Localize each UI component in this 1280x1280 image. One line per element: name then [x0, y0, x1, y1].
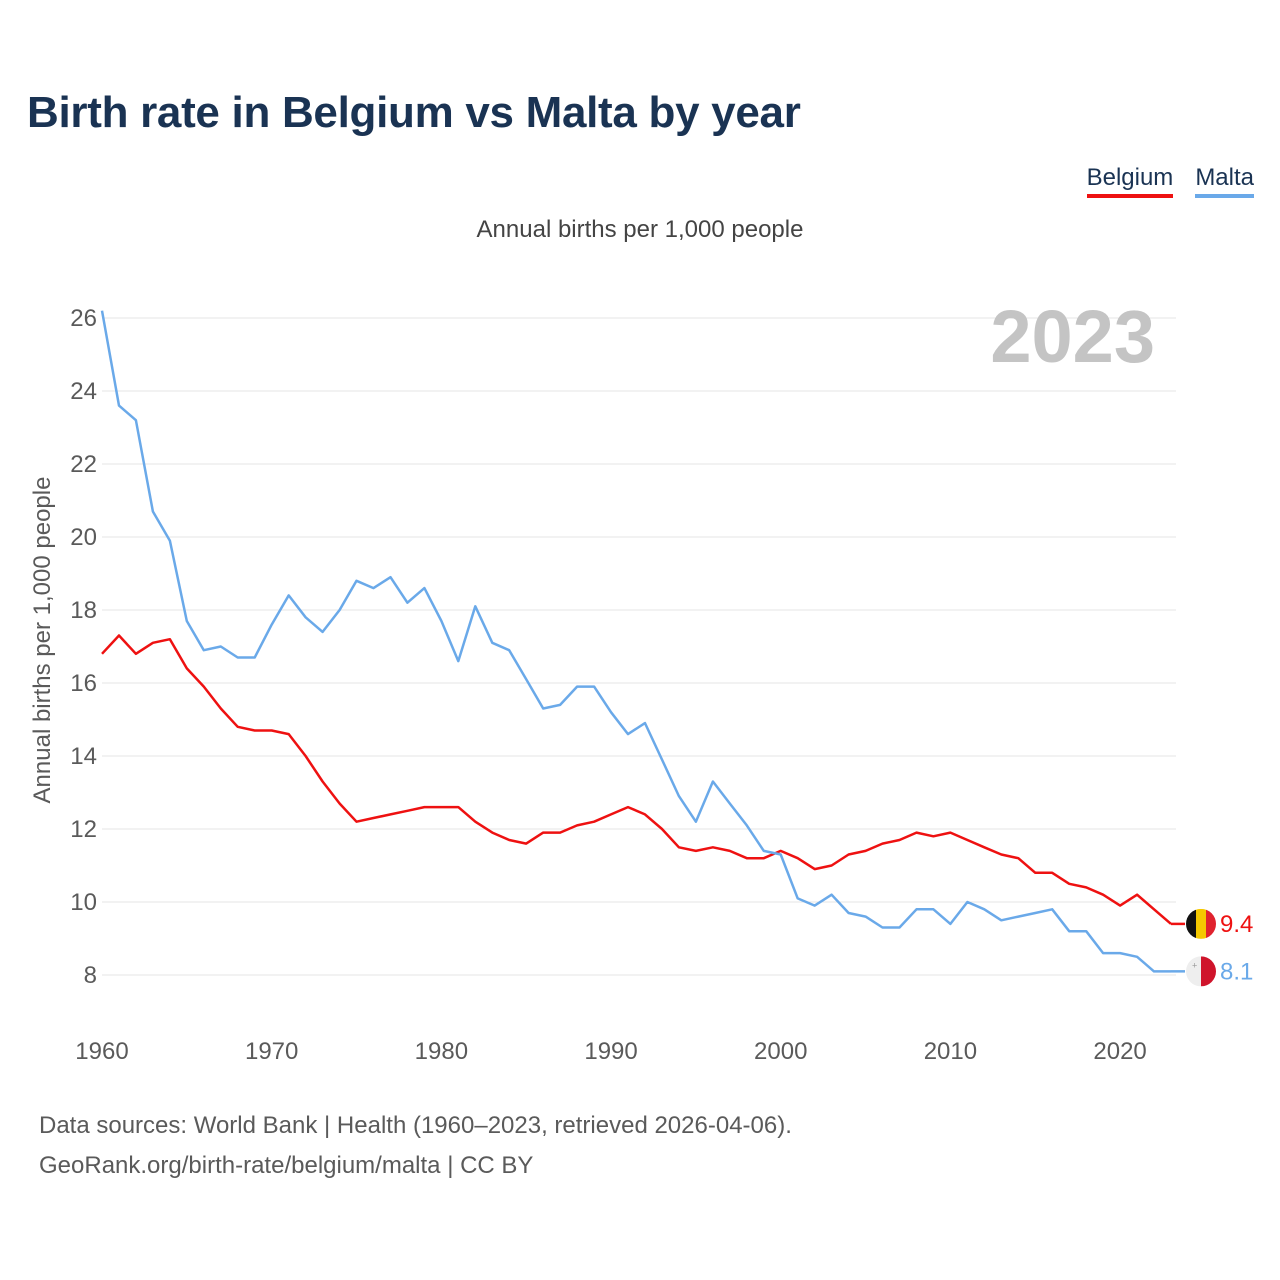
source-note: Data sources: World Bank | Health (1960–…: [39, 1106, 792, 1186]
y-tick-label-16: 16: [70, 670, 97, 697]
series-line-malta[interactable]: [100, 310, 1171, 973]
series-line-belgium[interactable]: [101, 634, 1172, 925]
x-tick-label-2010: 2010: [924, 1038, 977, 1065]
x-tick-label-2000: 2000: [754, 1038, 807, 1065]
source-line-data: Data sources: World Bank | Health (1960–…: [39, 1112, 792, 1139]
y-axis-label: Annual births per 1,000 people: [29, 477, 56, 804]
y-tick-label-20: 20: [70, 524, 97, 551]
x-tick-label-1970: 1970: [245, 1038, 298, 1065]
belgium-flag-icon: [1186, 908, 1216, 939]
x-tick-label-1980: 1980: [415, 1038, 468, 1065]
source-line-link[interactable]: GeoRank.org/birth-rate/belgium/malta | C…: [39, 1152, 534, 1179]
legend-item-belgium[interactable]: Belgium: [1086, 164, 1174, 198]
y-tick-label-24: 24: [70, 378, 97, 405]
gridlines: [102, 317, 1176, 976]
legend-item-malta[interactable]: Malta: [1195, 164, 1254, 198]
legend: Belgium Malta: [1086, 164, 1254, 198]
end-value-label-malta: 8.1: [1220, 958, 1253, 985]
year-watermark: 2023: [990, 295, 1155, 378]
y-tick-label-26: 26: [70, 305, 97, 332]
end-markers: 9.4 + 8.1: [1186, 908, 1253, 987]
y-tick-label-8: 8: [84, 962, 97, 989]
malta-flag-icon: +: [1186, 956, 1216, 987]
y-tick-label-12: 12: [70, 816, 97, 843]
x-tick-label-1990: 1990: [584, 1038, 637, 1065]
x-tick-label-1960: 1960: [75, 1038, 128, 1065]
series-lines: [100, 310, 1185, 973]
x-tick-label-2020: 2020: [1093, 1038, 1146, 1065]
x-axis: 1960 1970 1980 1990 2000 2010 2020: [75, 1038, 1146, 1065]
chart-title: Birth rate in Belgium vs Malta by year: [27, 88, 801, 137]
y-tick-label-10: 10: [70, 889, 97, 916]
y-tick-label-22: 22: [70, 451, 97, 478]
y-axis: 8 10 12 14 16 18 20 22 24 26: [70, 305, 97, 989]
y-tick-label-18: 18: [70, 597, 97, 624]
svg-text:+: +: [1192, 960, 1197, 970]
end-value-label-belgium: 9.4: [1220, 911, 1253, 938]
chart-subtitle: Annual births per 1,000 people: [476, 216, 804, 243]
y-tick-label-14: 14: [70, 743, 97, 770]
line-chart: 2023 Annual births per 1,000 people 8 10 1…: [29, 295, 1253, 1065]
